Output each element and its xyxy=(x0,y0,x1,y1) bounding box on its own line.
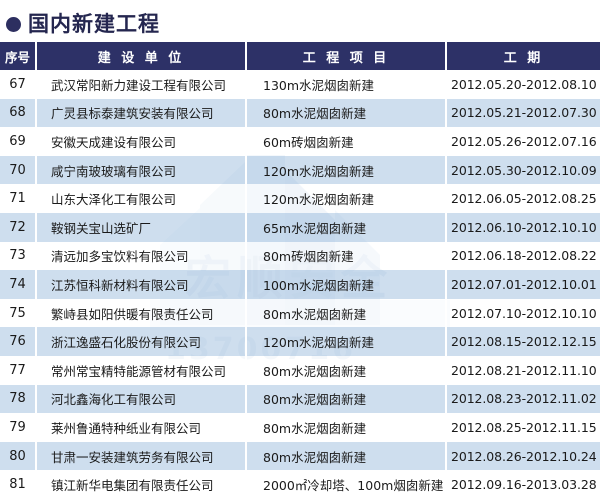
row-project: 120m水泥烟囱新建 xyxy=(246,155,447,185)
row-construction-unit: 鞍钢关宝山选矿厂 xyxy=(36,212,247,242)
row-index: 72 xyxy=(0,212,37,242)
row-duration: 2012.08.25-2012.11.15 xyxy=(451,419,597,435)
table-row: 81 镇江新华电集团有限责任公司 2000㎡冷却塔、100m烟囱新建 2012.09.… xyxy=(0,470,600,499)
row-index: 67 xyxy=(0,70,37,99)
table-row: 77 常州常宝精特能源管材有限公司 80m水泥烟囱新建 2012.08.21-2012… xyxy=(0,355,600,385)
row-construction-unit: 莱州鲁通特种纸业有限公司 xyxy=(36,413,247,442)
table-header: 序号 建 设 单 位 工 程 项 目 工 期 xyxy=(0,42,600,70)
table-row: 78 河北鑫海化工有限公司 80m水泥烟囱新建 2012.08.23-2012.11.… xyxy=(0,384,600,414)
row-duration: 2012.06.18-2012.08.22 xyxy=(451,248,597,264)
row-construction-unit: 繁峙县如阳供暖有限责任公司 xyxy=(36,298,247,328)
row-index: 81 xyxy=(0,470,37,499)
row-duration: 2012.08.23-2012.11.02 xyxy=(451,391,597,407)
projects-table-wrapper: 序号 建 设 单 位 工 程 项 目 工 期 67 武汉常阳新力建设工程有限公司 1… xyxy=(0,42,600,499)
table-row: 67 武汉常阳新力建设工程有限公司 130m水泥烟囱新建 2012.05.20-201… xyxy=(0,70,600,99)
page-title: 国内新建工程 xyxy=(0,0,600,42)
row-project: 120m水泥烟囱新建 xyxy=(246,327,447,356)
column-header-index: 序号 xyxy=(0,42,37,70)
row-project: 80m水泥烟囱新建 xyxy=(246,413,447,442)
row-index: 79 xyxy=(0,413,37,442)
table-row: 74 江苏恒科新材料有限公司 100m水泥烟囱新建 2012.07.01-2012.1… xyxy=(0,270,600,299)
projects-table: 序号 建 设 单 位 工 程 项 目 工 期 67 武汉常阳新力建设工程有限公司 1… xyxy=(0,42,600,499)
row-project: 80m水泥烟囱新建 xyxy=(246,98,447,128)
row-construction-unit: 武汉常阳新力建设工程有限公司 xyxy=(36,70,247,99)
table-row: 76 浙江逸盛石化股份有限公司 120m水泥烟囱新建 2012.08.15-2012.… xyxy=(0,327,600,356)
row-duration: 2012.06.10-2012.10.10 xyxy=(451,219,597,235)
column-header-duration: 工 期 xyxy=(446,42,600,70)
row-construction-unit: 镇江新华电集团有限责任公司 xyxy=(36,470,247,499)
row-construction-unit: 河北鑫海化工有限公司 xyxy=(36,384,247,414)
row-index: 73 xyxy=(0,241,37,271)
row-duration: 2012.05.30-2012.10.09 xyxy=(451,162,597,178)
row-index: 68 xyxy=(0,98,37,128)
row-project: 2000㎡冷却塔、100m烟囱新建 xyxy=(246,470,447,499)
table-header-row: 序号 建 设 单 位 工 程 项 目 工 期 xyxy=(0,42,600,70)
row-duration: 2012.07.01-2012.10.01 xyxy=(451,276,597,292)
row-index: 69 xyxy=(0,127,37,156)
row-duration: 2012.06.05-2012.08.25 xyxy=(451,191,597,207)
row-project: 80m砖烟囱新建 xyxy=(246,241,447,271)
row-index: 77 xyxy=(0,355,37,385)
row-duration: 2012.08.15-2012.12.15 xyxy=(451,334,597,350)
row-project: 80m水泥烟囱新建 xyxy=(246,355,447,385)
row-project: 100m水泥烟囱新建 xyxy=(246,270,447,299)
row-index: 80 xyxy=(0,441,37,471)
row-duration: 2012.05.20-2012.08.10 xyxy=(451,76,597,92)
row-construction-unit: 咸宁南玻玻璃有限公司 xyxy=(36,155,247,185)
row-index: 70 xyxy=(0,155,37,185)
row-construction-unit: 安徽天成建设有限公司 xyxy=(36,127,247,156)
table-row: 70 咸宁南玻玻璃有限公司 120m水泥烟囱新建 2012.05.30-2012.10… xyxy=(0,155,600,185)
row-project: 80m水泥烟囱新建 xyxy=(246,384,447,414)
row-project: 120m水泥烟囱新建 xyxy=(246,184,447,213)
column-header-project: 工 程 项 目 xyxy=(246,42,447,70)
row-project: 130m水泥烟囱新建 xyxy=(246,70,447,99)
row-index: 78 xyxy=(0,384,37,414)
table-row: 80 甘肃一安装建筑劳务有限公司 80m水泥烟囱新建 2012.08.26-2012.… xyxy=(0,441,600,471)
table-row: 73 清远加多宝饮料有限公司 80m砖烟囱新建 2012.06.18-2012.08.… xyxy=(0,241,600,271)
table-row: 72 鞍钢关宝山选矿厂 65m水泥烟囱新建 2012.06.10-2012.10.10 xyxy=(0,212,600,242)
table-body: 67 武汉常阳新力建设工程有限公司 130m水泥烟囱新建 2012.05.20-201… xyxy=(0,70,600,499)
row-construction-unit: 清远加多宝饮料有限公司 xyxy=(36,241,247,271)
row-duration: 2012.07.10-2012.10.10 xyxy=(451,305,597,321)
table-row: 68 广灵县标泰建筑安装有限公司 80m水泥烟囱新建 2012.05.21-2012.… xyxy=(0,98,600,128)
row-construction-unit: 常州常宝精特能源管材有限公司 xyxy=(36,355,247,385)
row-duration: 2012.05.26-2012.07.16 xyxy=(451,133,597,149)
page-title-text: 国内新建工程 xyxy=(28,11,160,36)
row-construction-unit: 浙江逸盛石化股份有限公司 xyxy=(36,327,247,356)
row-construction-unit: 甘肃一安装建筑劳务有限公司 xyxy=(36,441,247,471)
row-duration: 2012.05.21-2012.07.30 xyxy=(451,105,597,121)
row-index: 74 xyxy=(0,270,37,299)
table-row: 71 山东大泽化工有限公司 120m水泥烟囱新建 2012.06.05-2012.08… xyxy=(0,184,600,213)
row-construction-unit: 江苏恒科新材料有限公司 xyxy=(36,270,247,299)
row-index: 76 xyxy=(0,327,37,356)
row-project: 65m水泥烟囱新建 xyxy=(246,212,447,242)
row-construction-unit: 山东大泽化工有限公司 xyxy=(36,184,247,213)
column-header-unit: 建 设 单 位 xyxy=(36,42,247,70)
bullet-dot-icon xyxy=(6,17,21,32)
row-duration: 2012.09.16-2013.03.28 xyxy=(451,477,597,493)
table-row: 69 安徽天成建设有限公司 60m砖烟囱新建 2012.05.26-2012.07.1… xyxy=(0,127,600,156)
row-project: 80m水泥烟囱新建 xyxy=(246,298,447,328)
row-index: 75 xyxy=(0,298,37,328)
row-project: 80m水泥烟囱新建 xyxy=(246,441,447,471)
table-row: 79 莱州鲁通特种纸业有限公司 80m水泥烟囱新建 2012.08.25-2012.1… xyxy=(0,413,600,442)
table-row: 75 繁峙县如阳供暖有限责任公司 80m水泥烟囱新建 2012.07.10-2012.… xyxy=(0,298,600,328)
row-project: 60m砖烟囱新建 xyxy=(246,127,447,156)
row-duration: 2012.08.26-2012.10.24 xyxy=(451,448,597,464)
row-construction-unit: 广灵县标泰建筑安装有限公司 xyxy=(36,98,247,128)
row-duration: 2012.08.21-2012.11.10 xyxy=(451,362,597,378)
row-index: 71 xyxy=(0,184,37,213)
